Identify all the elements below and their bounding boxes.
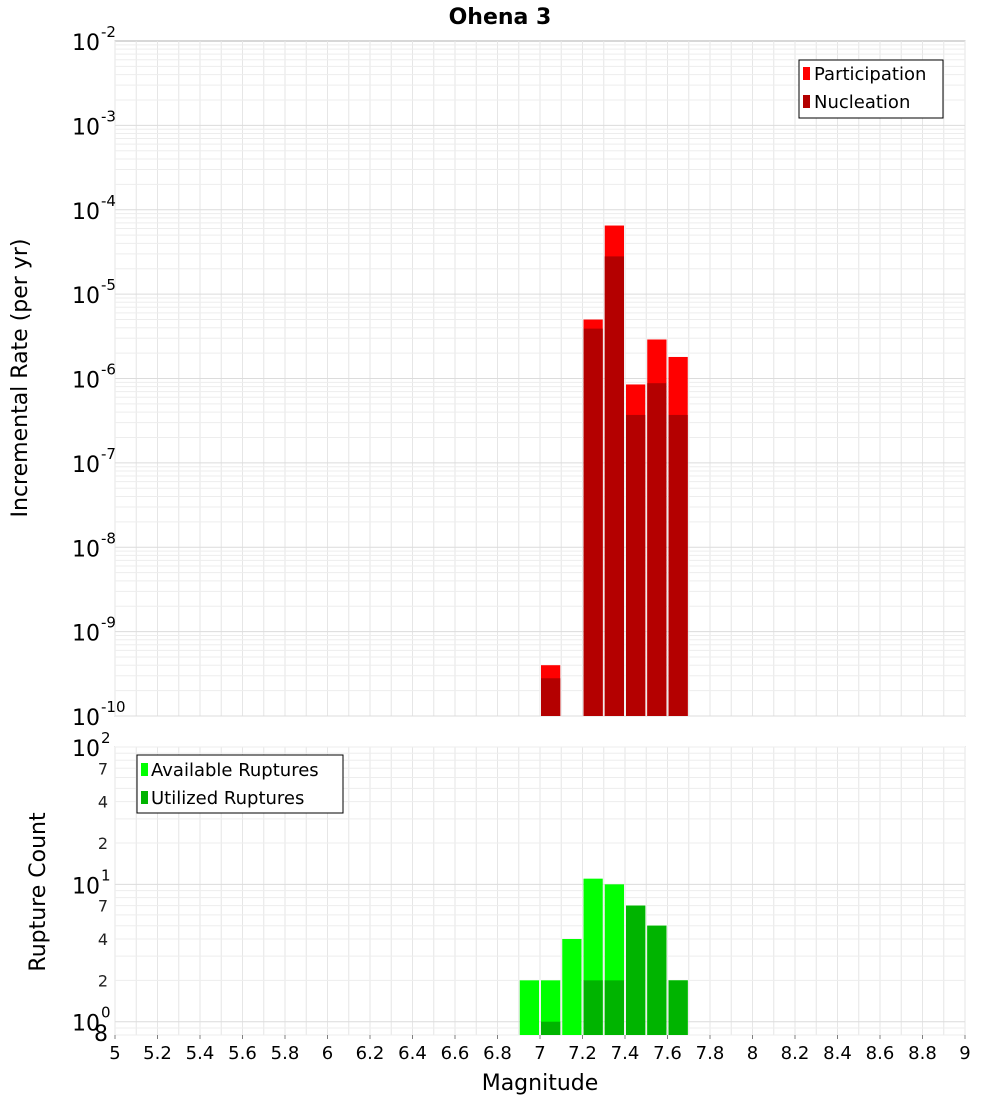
x-tick-label: 7.6 bbox=[653, 1043, 682, 1064]
rate-y-tick-label: 10 bbox=[72, 284, 100, 309]
rate-y-tick-label: 10 bbox=[72, 706, 100, 731]
bar-nucleation bbox=[626, 414, 646, 716]
x-tick-label: 7.2 bbox=[568, 1043, 597, 1064]
count-y-tick-label: 10 bbox=[72, 1012, 100, 1037]
legend-swatch-nucleation bbox=[803, 95, 810, 108]
bar-available-ruptures bbox=[519, 980, 539, 1035]
count-y-tick-exponent: 1 bbox=[101, 866, 111, 884]
bar-nucleation bbox=[668, 414, 688, 716]
legend-swatch-available bbox=[141, 763, 148, 776]
rate-y-tick-exponent: -5 bbox=[101, 276, 116, 294]
count-y-tick-label: 10 bbox=[72, 874, 100, 899]
count-y-tick-label: 10 bbox=[72, 737, 100, 762]
count-y-axis-label: Rupture Count bbox=[26, 812, 51, 972]
rate-y-tick-label: 10 bbox=[72, 537, 100, 562]
rate-y-tick-label: 10 bbox=[72, 115, 100, 140]
rate-y-tick-exponent: -2 bbox=[101, 23, 116, 41]
bar-available-ruptures bbox=[541, 980, 561, 1035]
bar-nucleation bbox=[604, 256, 624, 716]
legend-swatch-participation bbox=[803, 67, 810, 80]
bar-nucleation bbox=[541, 678, 561, 716]
rate-y-tick-exponent: -10 bbox=[101, 698, 126, 716]
count-y-minor-tick-label: 2 bbox=[98, 971, 108, 990]
chart-title: Ohena 3 bbox=[449, 5, 552, 30]
x-tick-label: 6.8 bbox=[483, 1043, 512, 1064]
count-y-minor-tick-label: 4 bbox=[98, 793, 108, 812]
rate-y-tick-exponent: -9 bbox=[101, 614, 116, 632]
legend-label-available: Available Ruptures bbox=[151, 760, 319, 781]
bar-utilized-ruptures bbox=[647, 925, 667, 1035]
count-y-minor-tick-label: 8 bbox=[94, 1022, 108, 1047]
rate-y-tick-exponent: -3 bbox=[101, 107, 116, 125]
count-legend: Available Ruptures Utilized Ruptures bbox=[136, 754, 344, 814]
bar-utilized-ruptures bbox=[668, 980, 688, 1035]
rate-legend-box bbox=[798, 59, 944, 119]
legend-label-nucleation: Nucleation bbox=[814, 92, 910, 113]
bar-nucleation bbox=[647, 383, 667, 716]
bar-utilized-ruptures bbox=[626, 905, 646, 1035]
x-tick-label: 6.6 bbox=[441, 1043, 470, 1064]
rate-y-ticks: 10-210-310-410-510-610-710-810-910-10 bbox=[72, 23, 126, 731]
x-axis-label: Magnitude bbox=[482, 1071, 599, 1096]
x-tick-label: 5.8 bbox=[271, 1043, 300, 1064]
count-legend-box bbox=[136, 754, 344, 814]
bar-utilized-ruptures bbox=[541, 1021, 561, 1035]
x-tick-label: 8 bbox=[747, 1043, 758, 1064]
rate-bars bbox=[541, 225, 688, 716]
rate-y-tick-label: 10 bbox=[72, 622, 100, 647]
legend-label-utilized: Utilized Ruptures bbox=[151, 788, 304, 809]
rate-y-tick-label: 10 bbox=[72, 200, 100, 225]
rate-y-axis-label: Incremental Rate (per yr) bbox=[8, 239, 33, 518]
bar-utilized-ruptures bbox=[604, 980, 624, 1035]
count-y-tick-exponent: 2 bbox=[101, 729, 111, 747]
rate-panel: 10-210-310-410-510-610-710-810-910-10 In… bbox=[8, 23, 966, 731]
x-tick-label: 8.2 bbox=[781, 1043, 810, 1064]
x-tick-label: 7.8 bbox=[696, 1043, 725, 1064]
bar-nucleation bbox=[583, 328, 603, 716]
x-tick-label: 6.2 bbox=[356, 1043, 385, 1064]
legend-label-participation: Participation bbox=[814, 64, 926, 85]
rate-y-tick-exponent: -4 bbox=[101, 192, 116, 210]
x-tick-label: 7 bbox=[534, 1043, 545, 1064]
bar-available-ruptures bbox=[562, 939, 582, 1035]
rate-y-tick-exponent: -7 bbox=[101, 445, 116, 463]
x-tick-label: 5.6 bbox=[228, 1043, 257, 1064]
rate-y-tick-label: 10 bbox=[72, 453, 100, 478]
bar-utilized-ruptures bbox=[583, 980, 603, 1035]
rate-y-tick-label: 10 bbox=[72, 369, 100, 394]
x-tick-label: 5 bbox=[109, 1043, 120, 1064]
count-grid bbox=[114, 746, 966, 1036]
x-tick-label: 8.6 bbox=[866, 1043, 895, 1064]
rate-legend: Participation Nucleation bbox=[798, 59, 944, 119]
x-tick-label: 6 bbox=[322, 1043, 333, 1064]
count-y-minor-tick-label: 7 bbox=[98, 897, 108, 916]
rate-y-tick-label: 10 bbox=[72, 31, 100, 56]
x-tick-label: 5.4 bbox=[186, 1043, 215, 1064]
count-y-minor-tick-label: 4 bbox=[98, 930, 108, 949]
x-ticks: 5 5.2 5.4 5.6 5.8 6 6.2 6.4 6.6 6.8 7 7.2 7.4 7.6 7.8 8… bbox=[109, 1035, 971, 1064]
rate-y-tick-exponent: -6 bbox=[101, 361, 116, 379]
count-y-minor-tick-label: 7 bbox=[98, 759, 108, 778]
x-tick-label: 8.4 bbox=[823, 1043, 852, 1064]
legend-swatch-utilized bbox=[141, 791, 148, 804]
count-y-minor-tick-label: 2 bbox=[98, 834, 108, 853]
x-tick-label: 8.8 bbox=[908, 1043, 937, 1064]
rate-y-tick-exponent: -8 bbox=[101, 529, 116, 547]
count-y-tick-exponent: 0 bbox=[101, 1004, 111, 1022]
x-tick-label: 7.4 bbox=[611, 1043, 640, 1064]
count-bars bbox=[519, 878, 688, 1035]
x-tick-label: 9 bbox=[959, 1043, 970, 1064]
x-tick-label: 6.4 bbox=[398, 1043, 427, 1064]
x-tick-label: 5.2 bbox=[143, 1043, 172, 1064]
rate-grid bbox=[114, 41, 966, 717]
